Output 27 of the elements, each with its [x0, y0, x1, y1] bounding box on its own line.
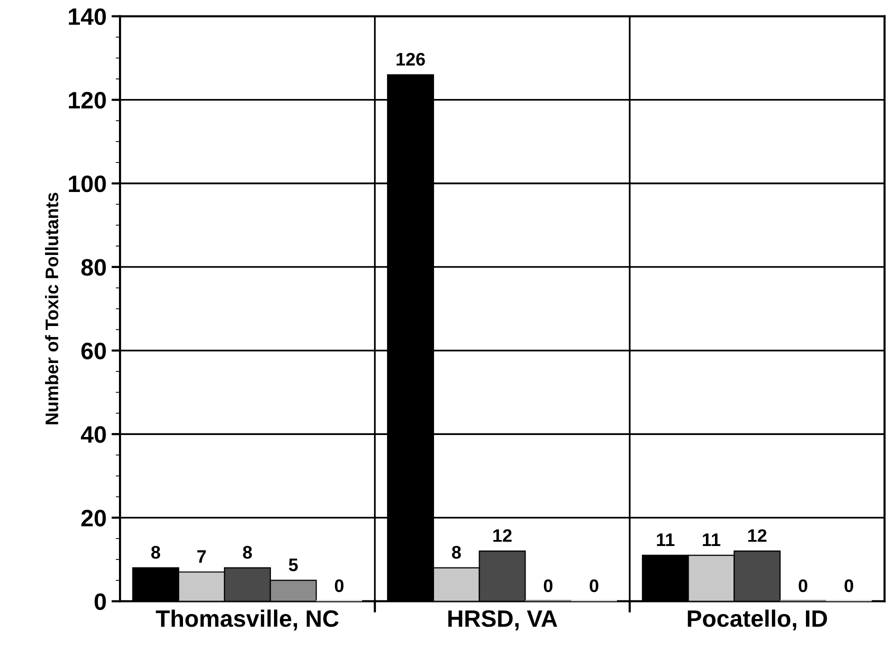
- y-tick-label: 140: [68, 8, 106, 26]
- y-axis-title: Number of Toxic Pollutants: [45, 192, 58, 424]
- x-tick-label: HRSD, VA: [448, 610, 558, 630]
- y-tick-label: 40: [80, 426, 106, 443]
- data-label: 8: [242, 546, 252, 559]
- data-label: 11: [656, 534, 674, 546]
- data-label: 126: [396, 52, 425, 66]
- y-tick-label: 0: [94, 593, 106, 610]
- y-tick-label: 100: [68, 175, 106, 192]
- data-label: 12: [748, 529, 766, 542]
- x-tick-label: Pocatello, ID: [688, 610, 827, 630]
- y-tick-label: 20: [81, 510, 106, 526]
- data-label: 8: [452, 546, 461, 559]
- data-label: 0: [798, 579, 808, 592]
- data-label: 12: [493, 529, 512, 542]
- data-label: 11: [702, 534, 720, 546]
- data-label: 7: [197, 550, 206, 563]
- y-tick-label: 60: [81, 342, 106, 360]
- data-label: 8: [151, 546, 160, 559]
- data-label: 0: [544, 579, 552, 592]
- y-tick-label: 80: [81, 259, 106, 276]
- y-tick-label: 120: [68, 92, 106, 109]
- x-tick-label: Thomasville, NC: [156, 610, 339, 630]
- data-label: 0: [590, 579, 598, 592]
- data-label: 5: [288, 558, 298, 572]
- data-label: 0: [844, 579, 854, 592]
- data-label: 0: [334, 579, 344, 592]
